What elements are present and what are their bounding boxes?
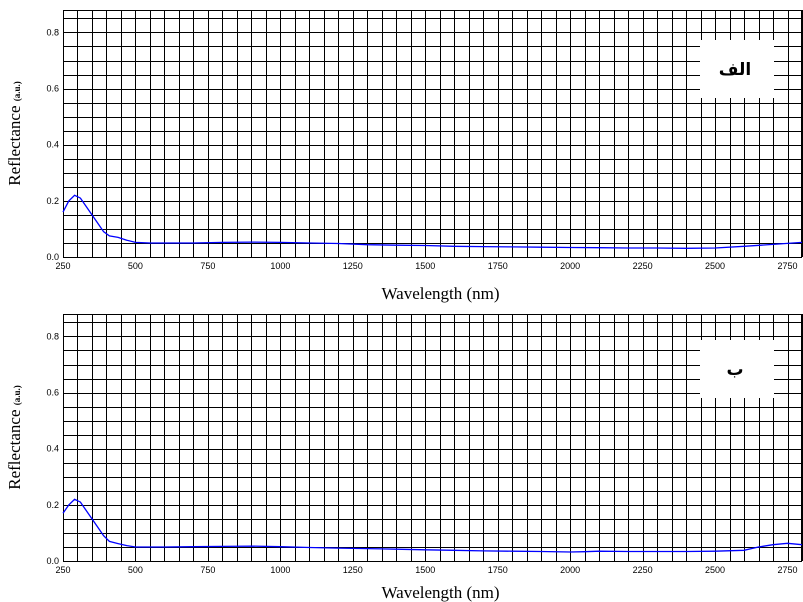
x-tick-label: 250 [55,261,70,271]
y-tick-label: 0.8 [46,331,59,341]
x-tick-label: 2500 [705,261,725,271]
y-tick-label: 0.2 [46,196,59,206]
y-axis-title: Reflectance (a.u.) [5,81,24,185]
x-tick-label: 2750 [777,565,797,575]
panel-label-box [700,340,774,398]
y-tick-label: 0.6 [46,388,59,398]
x-tick-label: 1250 [343,565,363,575]
x-tick-label: 1000 [270,565,290,575]
grid [63,314,803,562]
y-tick-label: 0.0 [46,556,59,566]
panel-label: ب [726,360,743,380]
y-tick-label: 0.6 [46,84,59,94]
y-tick-label: 0.4 [46,444,59,454]
chart-panel-2: 250 500 750 1000 1250 1500 1750 2000 2250 2500 275… [5,314,803,602]
x-tick-label: 500 [128,261,143,271]
x-tick-label: 2000 [560,565,580,575]
x-tick-label: 250 [55,565,70,575]
x-axis-title: Wavelength (nm) [381,583,499,602]
x-tick-label: 1750 [488,261,508,271]
x-tick-label: 1000 [270,261,290,271]
x-tick-label: 2250 [633,565,653,575]
y-axis-title-text: Reflectance [5,101,24,185]
y-axis-title-text: Reflectance [5,405,24,489]
x-tick-label: 1750 [488,565,508,575]
y-axis-unit: (a.u.) [12,385,22,405]
y-tick-label: 0.8 [46,27,59,37]
x-tick-label: 2000 [560,261,580,271]
panel-label: الف [719,60,751,80]
series-line-1 [62,194,803,249]
y-tick-label: 0.4 [46,140,59,150]
plot-frame [63,10,802,258]
x-tick-label: 750 [200,261,215,271]
x-tick-label: 2750 [777,261,797,271]
chart-panel-1: 250 500 750 1000 1250 1500 1750 2000 2250 2500 275… [5,10,803,303]
x-axis-title: Wavelength (nm) [381,284,499,303]
x-tick-label: 1250 [343,261,363,271]
y-tick-label: 0.0 [46,252,59,262]
grid [63,10,803,258]
plot-frame [63,314,802,562]
panel-label-box [700,40,774,98]
y-tick-label: 0.2 [46,500,59,510]
x-tick-label: 1500 [415,565,435,575]
y-axis-title: Reflectance (a.u.) [5,385,24,489]
x-tick-label: 750 [200,565,215,575]
y-axis-unit: (a.u.) [12,81,22,101]
x-tick-label: 500 [128,565,143,575]
x-tick-label: 2250 [633,261,653,271]
x-tick-label: 1500 [415,261,435,271]
x-tick-label: 2500 [705,565,725,575]
series-line-1 [62,498,803,553]
